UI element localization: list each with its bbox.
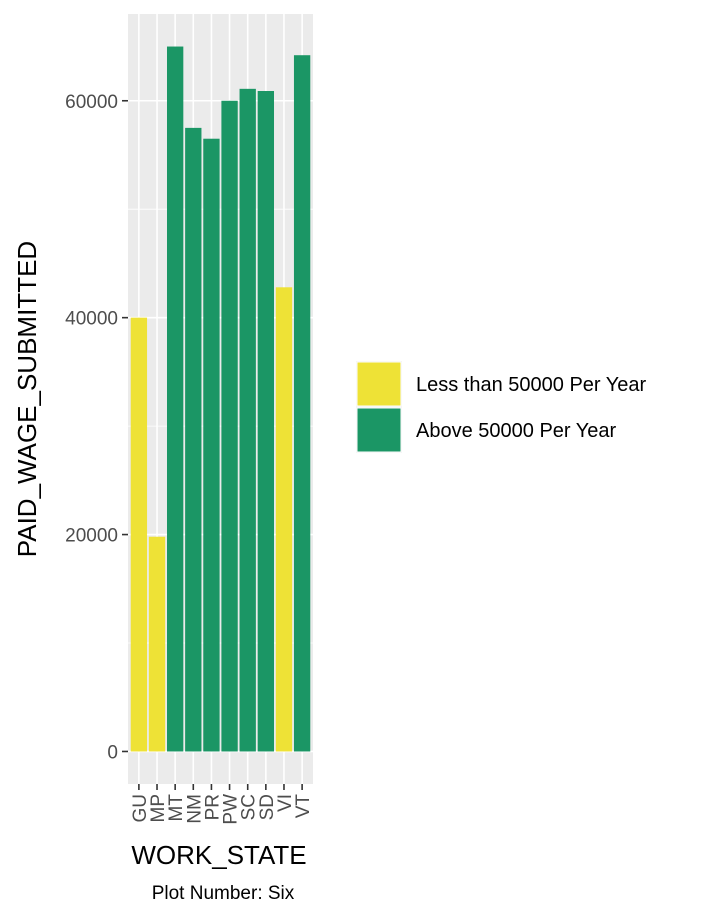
x-tick-label: MT — [166, 794, 187, 822]
bar-pr — [203, 138, 220, 752]
x-tick-label: PW — [221, 794, 242, 825]
bar-vt — [293, 55, 311, 752]
y-tick-label: 60000 — [65, 92, 118, 113]
x-tick-label: SC — [239, 794, 260, 820]
bars — [130, 46, 311, 752]
legend-label: Above 50000 Per Year — [416, 420, 617, 442]
bar-nm — [185, 127, 202, 752]
bar-gu — [130, 317, 148, 752]
y-tick-label: 40000 — [65, 309, 118, 330]
bar-sd — [257, 91, 275, 752]
bar-mp — [148, 536, 166, 752]
x-tick-label: SD — [257, 794, 278, 820]
plot-caption: Plot Number: Six — [152, 883, 295, 904]
x-tick-label: GU — [130, 794, 151, 823]
legend-label: Less than 50000 Per Year — [416, 374, 647, 396]
y-axis-title: PAID_WAGE_SUBMITTED — [12, 241, 42, 557]
x-axis-title: WORK_STATE — [131, 840, 306, 870]
x-tick-label: NM — [184, 794, 205, 824]
y-tick-label: 20000 — [65, 526, 118, 547]
bar-pw — [221, 100, 238, 752]
y-tick-label: 0 — [107, 742, 118, 763]
bar-mt — [166, 46, 184, 752]
bar-vi — [275, 287, 293, 752]
x-tick-label: PR — [202, 794, 223, 820]
legend-swatch — [356, 361, 402, 407]
legend-swatch — [356, 407, 402, 453]
legend: Less than 50000 Per Year Above 50000 Per … — [356, 361, 647, 453]
x-tick-label: VI — [275, 794, 296, 812]
x-tick-label: VT — [293, 794, 314, 819]
x-tick-label: MP — [148, 794, 169, 823]
bar-sc — [239, 88, 256, 752]
